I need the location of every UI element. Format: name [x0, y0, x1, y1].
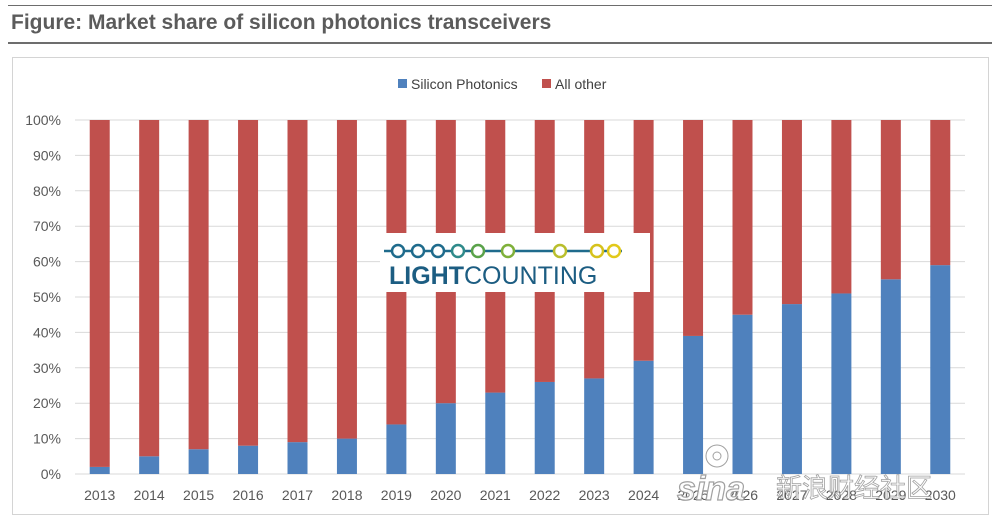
bar-all-other-2013 — [89, 120, 110, 467]
sina-eye-icon — [704, 443, 730, 469]
legend-swatch-all-other — [542, 79, 551, 88]
x-tick-label: 2014 — [134, 487, 165, 503]
logo-dot — [606, 243, 622, 259]
logo-dot — [552, 243, 568, 259]
y-tick-label: 0% — [41, 466, 61, 482]
bar-silicon-photonics-2015 — [188, 449, 209, 474]
x-tick-label: 2028 — [826, 487, 857, 503]
header-rule-bottom — [8, 42, 992, 44]
bar-silicon-photonics-2020 — [435, 403, 456, 474]
y-tick-label: 80% — [33, 183, 61, 199]
bar-silicon-photonics-2027 — [781, 304, 802, 474]
bar-silicon-photonics-2014 — [139, 456, 160, 474]
x-tick-label: 2015 — [183, 487, 214, 503]
bar-silicon-photonics-2023 — [584, 378, 605, 474]
bar-silicon-photonics-2025 — [683, 335, 704, 474]
logo-background — [380, 233, 650, 292]
header-rule-top — [8, 5, 992, 6]
x-tick-label: 2019 — [381, 487, 412, 503]
bar-silicon-photonics-2029 — [880, 279, 901, 474]
x-tick-label: 2016 — [232, 487, 263, 503]
sina-chinese-text: 新浪财经社区 — [776, 474, 932, 504]
x-tick-label: 2022 — [529, 487, 560, 503]
bar-silicon-photonics-2021 — [485, 392, 506, 474]
bar-silicon-photonics-2022 — [534, 381, 555, 474]
y-tick-label: 10% — [33, 431, 61, 447]
bar-all-other-2018 — [336, 120, 357, 439]
x-tick-label: 2021 — [480, 487, 511, 503]
x-tick-label: 2029 — [875, 487, 906, 503]
x-axis-ticks: 2013 2014 2015 2016 2017 2018 2019 2020 2021 2022… — [84, 487, 956, 503]
bar-silicon-photonics-2019 — [386, 424, 407, 474]
bar-silicon-photonics-2026 — [732, 314, 753, 474]
figure-title: Figure: Market share of silicon photonic… — [11, 11, 552, 34]
y-tick-label: 30% — [33, 360, 61, 376]
bar-all-other-2030 — [930, 120, 951, 266]
x-tick-label: 2023 — [579, 487, 610, 503]
y-tick-label: 40% — [33, 324, 61, 340]
bar-all-other-2014 — [139, 120, 160, 457]
bar-all-other-2017 — [287, 120, 308, 443]
x-tick-label: 2024 — [628, 487, 659, 503]
bar-all-other-2026 — [732, 120, 753, 315]
bar-all-other-2027 — [781, 120, 802, 305]
logo-dot — [430, 243, 446, 259]
bar-silicon-photonics-2028 — [831, 293, 852, 474]
x-tick-label: 2018 — [331, 487, 362, 503]
bar-all-other-2015 — [188, 120, 209, 450]
bar-silicon-photonics-2030 — [930, 265, 951, 474]
x-tick-label: 2030 — [925, 487, 956, 503]
y-tick-label: 20% — [33, 395, 61, 411]
legend: Silicon Photonics All other — [398, 76, 607, 92]
x-tick-label: 2025 — [677, 487, 708, 503]
logo-dot — [410, 243, 426, 259]
y-tick-label: 70% — [33, 218, 61, 234]
x-tick-label: 2017 — [282, 487, 313, 503]
bar-all-other-2025 — [683, 120, 704, 336]
bar-silicon-photonics-2024 — [633, 360, 654, 474]
legend-label-silicon-photonics: Silicon Photonics — [411, 76, 518, 92]
sina-logo-text: sina — [677, 470, 745, 508]
logo-dot — [589, 243, 605, 259]
x-tick-label: 2013 — [84, 487, 115, 503]
bar-silicon-photonics-2016 — [238, 445, 259, 474]
y-tick-label: 90% — [33, 147, 61, 163]
sina-watermark: sina 新浪财经社区 — [676, 443, 932, 509]
bar-all-other-2028 — [831, 120, 852, 294]
gridlines — [75, 119, 965, 475]
logo-dot — [470, 243, 486, 259]
y-axis-ticks: 0% 10% 20% 30% 40% 50% 60% 70% 80% 90% 100% — [25, 112, 61, 482]
bar-silicon-photonics-2017 — [287, 442, 308, 474]
bar-silicon-photonics-2013 — [89, 466, 110, 474]
legend-swatch-silicon-photonics — [398, 79, 407, 88]
bar-all-other-2029 — [880, 120, 901, 280]
y-tick-label: 100% — [25, 112, 61, 128]
y-tick-label: 60% — [33, 254, 61, 270]
lightcounting-logo: LIGHTCOUNTING — [380, 233, 650, 292]
logo-dot — [450, 243, 466, 259]
legend-label-all-other: All other — [555, 76, 607, 92]
x-tick-label: 2020 — [430, 487, 461, 503]
x-tick-label: 2026 — [727, 487, 758, 503]
y-tick-label: 50% — [33, 289, 61, 305]
logo-dot — [500, 243, 516, 259]
x-tick-label: 2027 — [776, 487, 807, 503]
logo-dot — [390, 243, 406, 259]
logo-text: LIGHTCOUNTING — [389, 262, 597, 290]
bar-silicon-photonics-2018 — [336, 438, 357, 474]
bar-all-other-2016 — [238, 120, 259, 446]
